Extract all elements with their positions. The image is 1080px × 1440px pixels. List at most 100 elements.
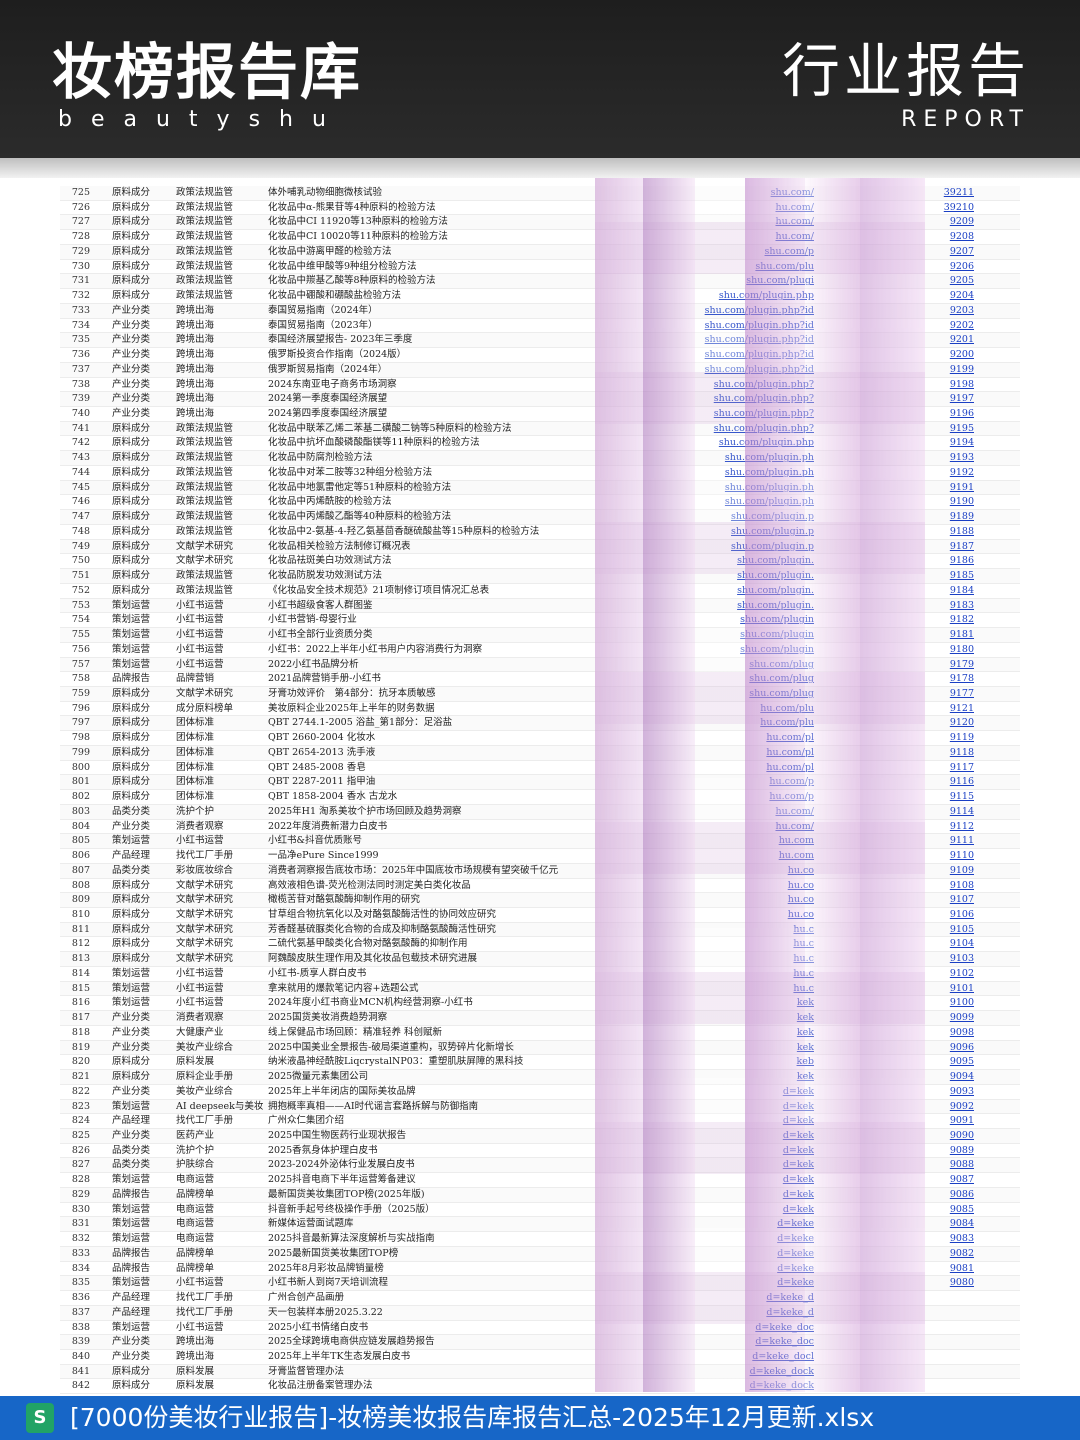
link-cell[interactable]: d=kek — [782, 1130, 814, 1141]
report-id-link[interactable]: 9080 — [949, 1277, 974, 1289]
link-cell[interactable]: d=keke — [777, 1247, 814, 1259]
link-cell[interactable]: shu.com/plugin.php? — [713, 422, 814, 434]
report-id-link[interactable]: 9111 — [949, 835, 974, 847]
report-id-link[interactable]: 9100 — [949, 997, 974, 1009]
report-id-link[interactable]: 9093 — [949, 1085, 974, 1097]
link-cell[interactable]: d=keke_docl — [752, 1351, 814, 1363]
link-cell[interactable]: hu.com — [778, 850, 814, 862]
link-cell[interactable]: shu.com/plugin.php? — [713, 393, 814, 405]
report-id-link[interactable]: 9208 — [949, 231, 974, 243]
report-id-link[interactable]: 9196 — [949, 408, 974, 420]
link-cell[interactable]: d=keke_d — [766, 1306, 814, 1318]
link-cell[interactable]: shu.com/plugin.php? — [713, 408, 814, 420]
link-cell[interactable]: hu.com — [778, 835, 814, 847]
report-id-link[interactable]: 9184 — [949, 584, 974, 596]
link-cell[interactable]: hu.c — [793, 938, 814, 950]
report-id-link[interactable]: 9109 — [949, 864, 974, 876]
report-id-link[interactable]: 9204 — [949, 290, 974, 302]
report-id-link[interactable]: 9082 — [949, 1247, 974, 1259]
link-cell[interactable]: hu.co — [787, 879, 814, 891]
report-id-link[interactable]: 9186 — [949, 555, 974, 567]
link-cell[interactable]: kek — [796, 1026, 814, 1038]
report-id-link[interactable]: 9092 — [949, 1100, 974, 1112]
report-id-link[interactable]: 9090 — [949, 1130, 974, 1141]
report-id-link[interactable]: 9209 — [949, 216, 974, 228]
report-id-link[interactable]: 9105 — [949, 923, 974, 935]
link-cell[interactable]: hu.com/p — [769, 776, 814, 788]
link-cell[interactable]: shu.com/plugin.php?id — [704, 349, 814, 361]
report-id-link[interactable]: 9099 — [949, 1012, 974, 1024]
report-id-link[interactable]: 9202 — [949, 319, 974, 331]
link-cell[interactable]: shu.com/plug — [749, 658, 814, 670]
report-id-link[interactable]: 9085 — [949, 1203, 974, 1215]
link-cell[interactable]: d=keke — [777, 1233, 814, 1245]
report-id-link[interactable]: 9193 — [949, 452, 974, 464]
report-id-link[interactable]: 9091 — [949, 1115, 974, 1127]
report-id-link[interactable]: 9181 — [949, 629, 974, 641]
link-cell[interactable]: hu.c — [793, 967, 814, 979]
report-id-link[interactable]: 9198 — [949, 378, 974, 390]
link-cell[interactable]: shu.com/plugin.php — [718, 437, 814, 449]
link-cell[interactable]: hu.com/pl — [766, 761, 814, 773]
link-cell[interactable]: shu.com/plugin. — [737, 555, 814, 567]
link-cell[interactable]: d=keke_d — [766, 1292, 814, 1304]
report-id-link[interactable]: 9179 — [949, 658, 974, 670]
report-id-link[interactable]: 9201 — [949, 334, 974, 346]
report-id-link[interactable]: 9088 — [949, 1159, 974, 1171]
link-cell[interactable]: hu.com/plu — [760, 702, 814, 714]
report-id-link[interactable]: 9115 — [949, 791, 974, 803]
link-cell[interactable]: shu.com/plug — [749, 673, 814, 685]
report-id-link[interactable]: 9094 — [949, 1071, 974, 1083]
report-id-link[interactable]: 9103 — [949, 953, 974, 965]
link-cell[interactable]: hu.com/p — [769, 791, 814, 803]
link-cell[interactable]: shu.com/plugin.php?id — [704, 334, 814, 346]
report-id-link[interactable]: 9112 — [949, 820, 974, 832]
link-cell[interactable]: shu.com/plugin.p — [731, 525, 814, 537]
link-cell[interactable]: shu.com/plugin.php — [718, 290, 814, 302]
link-cell[interactable]: hu.com/pl — [766, 732, 814, 744]
report-id-link[interactable]: 9106 — [949, 908, 974, 920]
link-cell[interactable]: shu.com/plugin. — [737, 570, 814, 582]
link-cell[interactable]: d=keke_doc — [755, 1336, 814, 1348]
report-id-link[interactable]: 9116 — [949, 776, 974, 788]
link-cell[interactable]: hu.com/pl — [766, 746, 814, 758]
report-id-link[interactable]: 9194 — [949, 437, 974, 449]
link-cell[interactable]: hu.com/ — [775, 231, 814, 243]
link-cell[interactable]: d=keke — [777, 1277, 814, 1289]
report-id-link[interactable]: 9120 — [949, 717, 974, 729]
link-cell[interactable]: d=kek — [782, 1144, 814, 1156]
report-id-link[interactable]: 9191 — [949, 481, 974, 493]
report-id-link[interactable]: 9087 — [949, 1174, 974, 1186]
report-id-link[interactable]: 9206 — [949, 260, 974, 272]
link-cell[interactable]: kek — [796, 1012, 814, 1024]
report-id-link[interactable]: 9195 — [949, 422, 974, 434]
link-cell[interactable]: shu.com/plugin.php? — [713, 378, 814, 390]
report-id-link[interactable]: 9098 — [949, 1026, 974, 1038]
link-cell[interactable]: shu.com/plugin — [740, 614, 814, 626]
link-cell[interactable]: d=kek — [782, 1100, 814, 1112]
link-cell[interactable]: d=keke — [777, 1262, 814, 1274]
link-cell[interactable]: d=keke_doc — [755, 1321, 814, 1333]
link-cell[interactable]: hu.c — [793, 923, 814, 935]
report-id-link[interactable]: 9104 — [949, 938, 974, 950]
report-id-link[interactable]: 9178 — [949, 673, 974, 685]
report-id-link[interactable]: 9200 — [949, 349, 974, 361]
report-id-link[interactable]: 9108 — [949, 879, 974, 891]
link-cell[interactable]: hu.c — [793, 953, 814, 965]
link-cell[interactable]: shu.com/plugin.ph — [724, 481, 814, 493]
link-cell[interactable]: hu.com/ — [775, 216, 814, 228]
link-cell[interactable]: shu.com/plugin.p — [731, 540, 814, 552]
report-id-link[interactable]: 39211 — [943, 187, 974, 198]
report-id-link[interactable]: 9190 — [949, 496, 974, 508]
link-cell[interactable]: d=kek — [782, 1188, 814, 1200]
link-cell[interactable]: shu.com/plugin. — [737, 584, 814, 596]
report-id-link[interactable]: 9118 — [949, 746, 974, 758]
link-cell[interactable]: hu.co — [787, 908, 814, 920]
link-cell[interactable]: shu.com/plugin — [740, 643, 814, 655]
report-id-link[interactable]: 9081 — [949, 1262, 974, 1274]
link-cell[interactable]: keb — [796, 1056, 814, 1068]
report-id-link[interactable]: 9117 — [949, 761, 974, 773]
report-id-link[interactable]: 9177 — [949, 687, 974, 699]
report-id-link[interactable]: 9083 — [949, 1233, 974, 1245]
report-id-link[interactable]: 9203 — [949, 304, 974, 316]
